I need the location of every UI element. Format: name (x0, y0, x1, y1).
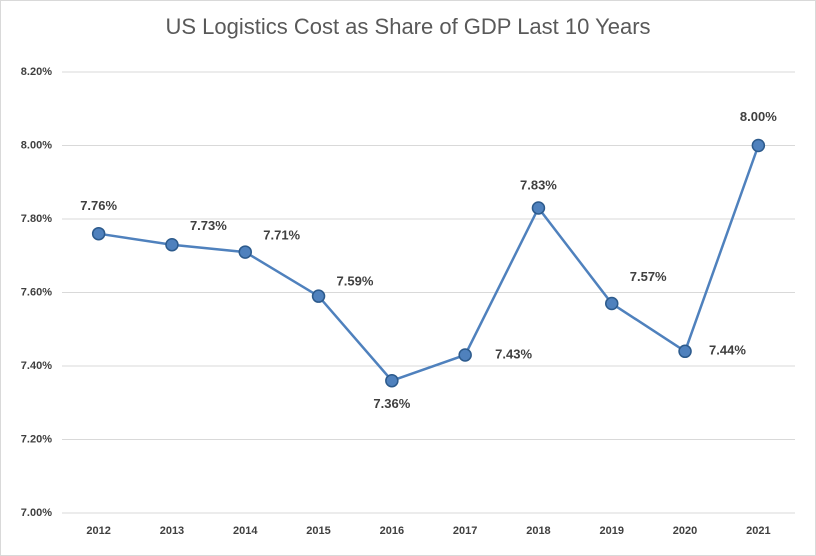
x-tick-label: 2018 (526, 525, 550, 537)
marker (385, 373, 399, 388)
y-tick-label: 8.00% (21, 139, 52, 151)
data-label: 7.57% (630, 269, 667, 284)
y-tick-label: 7.20% (21, 433, 52, 445)
marker (458, 348, 472, 362)
data-label: 7.43% (495, 346, 532, 361)
data-label: 7.36% (373, 396, 410, 411)
x-tick-label: 2020 (673, 525, 697, 537)
marker (751, 138, 766, 153)
x-tick-label: 2013 (160, 525, 184, 537)
marker (311, 289, 326, 303)
data-label: 7.59% (337, 274, 374, 289)
marker (678, 344, 692, 359)
y-tick-label: 8.20% (21, 66, 52, 78)
x-tick-label: 2019 (600, 525, 624, 537)
marker (605, 296, 619, 311)
data-label: 7.83% (520, 177, 557, 192)
line (98, 145, 760, 383)
x-tick-label: 2015 (306, 525, 330, 537)
x-tick-label: 2012 (86, 525, 110, 537)
marker (531, 201, 546, 215)
y-tick-label: 7.00% (21, 507, 52, 519)
marker (238, 245, 252, 259)
marker (91, 226, 106, 241)
marker (165, 237, 179, 252)
x-tick-label: 2016 (380, 525, 404, 537)
data-label: 7.71% (263, 228, 300, 243)
data-label: 7.76% (80, 198, 117, 213)
chart-title: US Logistics Cost as Share of GDP Last 1… (165, 14, 650, 39)
data-label: 7.44% (709, 343, 746, 358)
data-label: 7.73% (190, 218, 227, 233)
y-tick-label: 7.80% (21, 213, 52, 225)
x-tick-label: 2014 (233, 525, 258, 537)
data-label: 8.00% (740, 109, 777, 124)
y-tick-label: 7.60% (21, 286, 52, 298)
x-tick-label: 2021 (746, 525, 770, 537)
y-tick-label: 7.40% (21, 360, 52, 372)
x-tick-label: 2017 (453, 525, 477, 537)
